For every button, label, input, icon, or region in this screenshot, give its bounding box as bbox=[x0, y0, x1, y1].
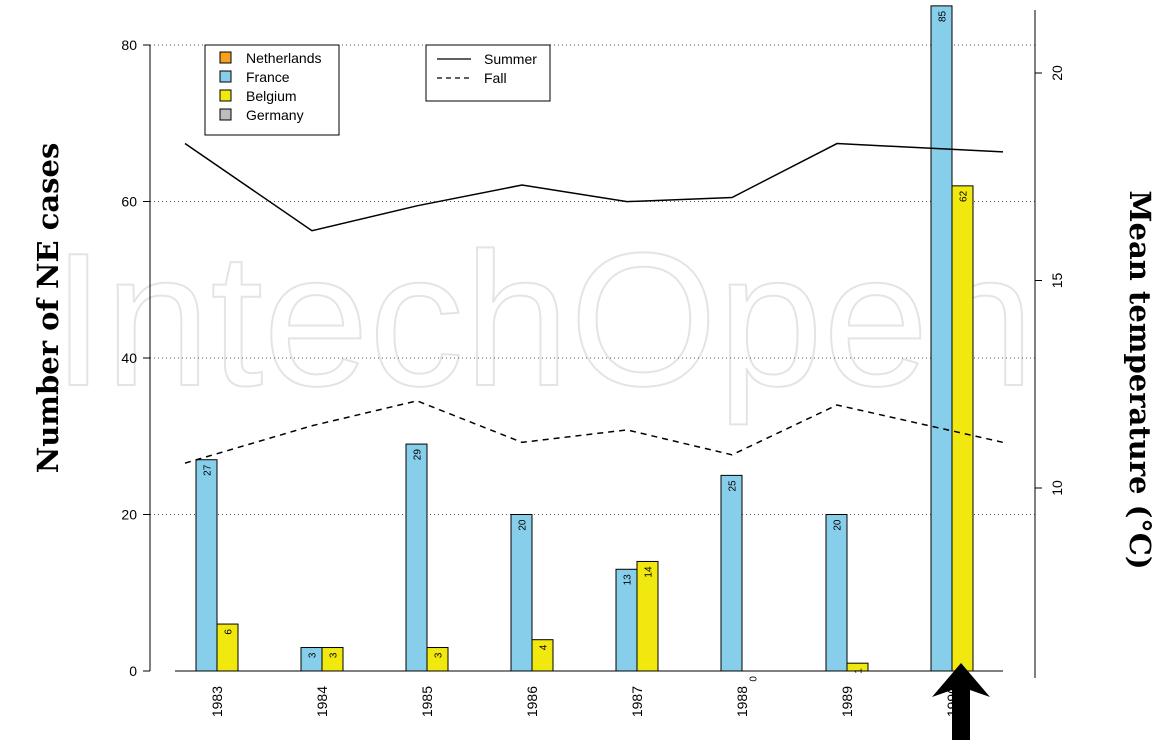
y-tick-label-left: 0 bbox=[129, 663, 137, 679]
x-tick-label: 1988 bbox=[734, 686, 750, 717]
legend-label: France bbox=[246, 69, 290, 85]
data-label: 29 bbox=[413, 449, 424, 461]
data-label: 85 bbox=[938, 10, 949, 22]
bar-france bbox=[300, 647, 323, 672]
y-tick-label-left: 40 bbox=[121, 350, 137, 366]
data-label: 20 bbox=[833, 519, 844, 531]
legend-label: Belgium bbox=[246, 88, 297, 104]
y-tick-label-left: 20 bbox=[121, 507, 137, 523]
data-label: 62 bbox=[959, 190, 970, 202]
bar-belgium bbox=[951, 185, 974, 672]
data-label: 13 bbox=[623, 574, 634, 586]
line-summer bbox=[184, 142, 1004, 232]
x-tick-label: 1983 bbox=[209, 686, 225, 717]
legend-swatch bbox=[219, 70, 232, 83]
y-axis-title-right: Mean temperature (°C) bbox=[1123, 190, 1157, 569]
data-label: 4 bbox=[539, 644, 550, 650]
y-tick-label-right: 15 bbox=[1049, 273, 1065, 289]
bar-france bbox=[195, 459, 218, 672]
bar-france bbox=[510, 514, 533, 672]
data-label: 25 bbox=[728, 480, 739, 492]
legend-swatch bbox=[219, 108, 232, 121]
line-fall bbox=[184, 400, 1004, 464]
x-tick-label: 1986 bbox=[524, 686, 540, 717]
legend-label: Summer bbox=[484, 51, 537, 67]
data-label: 14 bbox=[644, 566, 655, 578]
y-tick-label-right: 20 bbox=[1049, 65, 1065, 81]
line-layer bbox=[184, 142, 1004, 464]
x-tick-label: 1989 bbox=[839, 686, 855, 717]
data-label: 3 bbox=[308, 652, 319, 658]
watermark: IntechOpen bbox=[52, 214, 1034, 426]
x-tick-label: 1985 bbox=[419, 686, 435, 717]
y-axis-title-left: Number of NE cases bbox=[31, 143, 65, 474]
data-label: 3 bbox=[329, 652, 340, 658]
y-tick-label-right: 10 bbox=[1049, 480, 1065, 496]
legend-box-seasons bbox=[425, 44, 551, 102]
data-label: 6 bbox=[224, 629, 235, 635]
bar-belgium bbox=[531, 639, 554, 672]
data-label: 27 bbox=[203, 464, 214, 476]
x-tick-label: 1984 bbox=[314, 686, 330, 717]
x-tick-label: 1987 bbox=[629, 686, 645, 717]
bar-france bbox=[720, 474, 743, 672]
y-tick-label-left: 60 bbox=[121, 194, 137, 210]
legend-swatch bbox=[219, 51, 232, 64]
legends: Netherlands France Belgium Germany Summer Fal… bbox=[204, 44, 551, 136]
bar-france bbox=[405, 443, 428, 672]
legend-label: Netherlands bbox=[246, 50, 322, 66]
legend-label: Germany bbox=[246, 107, 304, 123]
y-tick-label-left: 80 bbox=[121, 37, 137, 53]
bar-belgium bbox=[321, 647, 344, 672]
data-label: 0 bbox=[749, 676, 760, 682]
legend-swatch bbox=[219, 89, 232, 102]
data-label: 3 bbox=[434, 652, 445, 658]
legend-label: Fall bbox=[484, 70, 507, 86]
bar-france bbox=[825, 514, 848, 672]
data-label: 20 bbox=[518, 519, 529, 531]
highlight-arrow bbox=[932, 663, 990, 740]
bar-belgium bbox=[426, 647, 449, 672]
bar-france bbox=[930, 5, 953, 672]
